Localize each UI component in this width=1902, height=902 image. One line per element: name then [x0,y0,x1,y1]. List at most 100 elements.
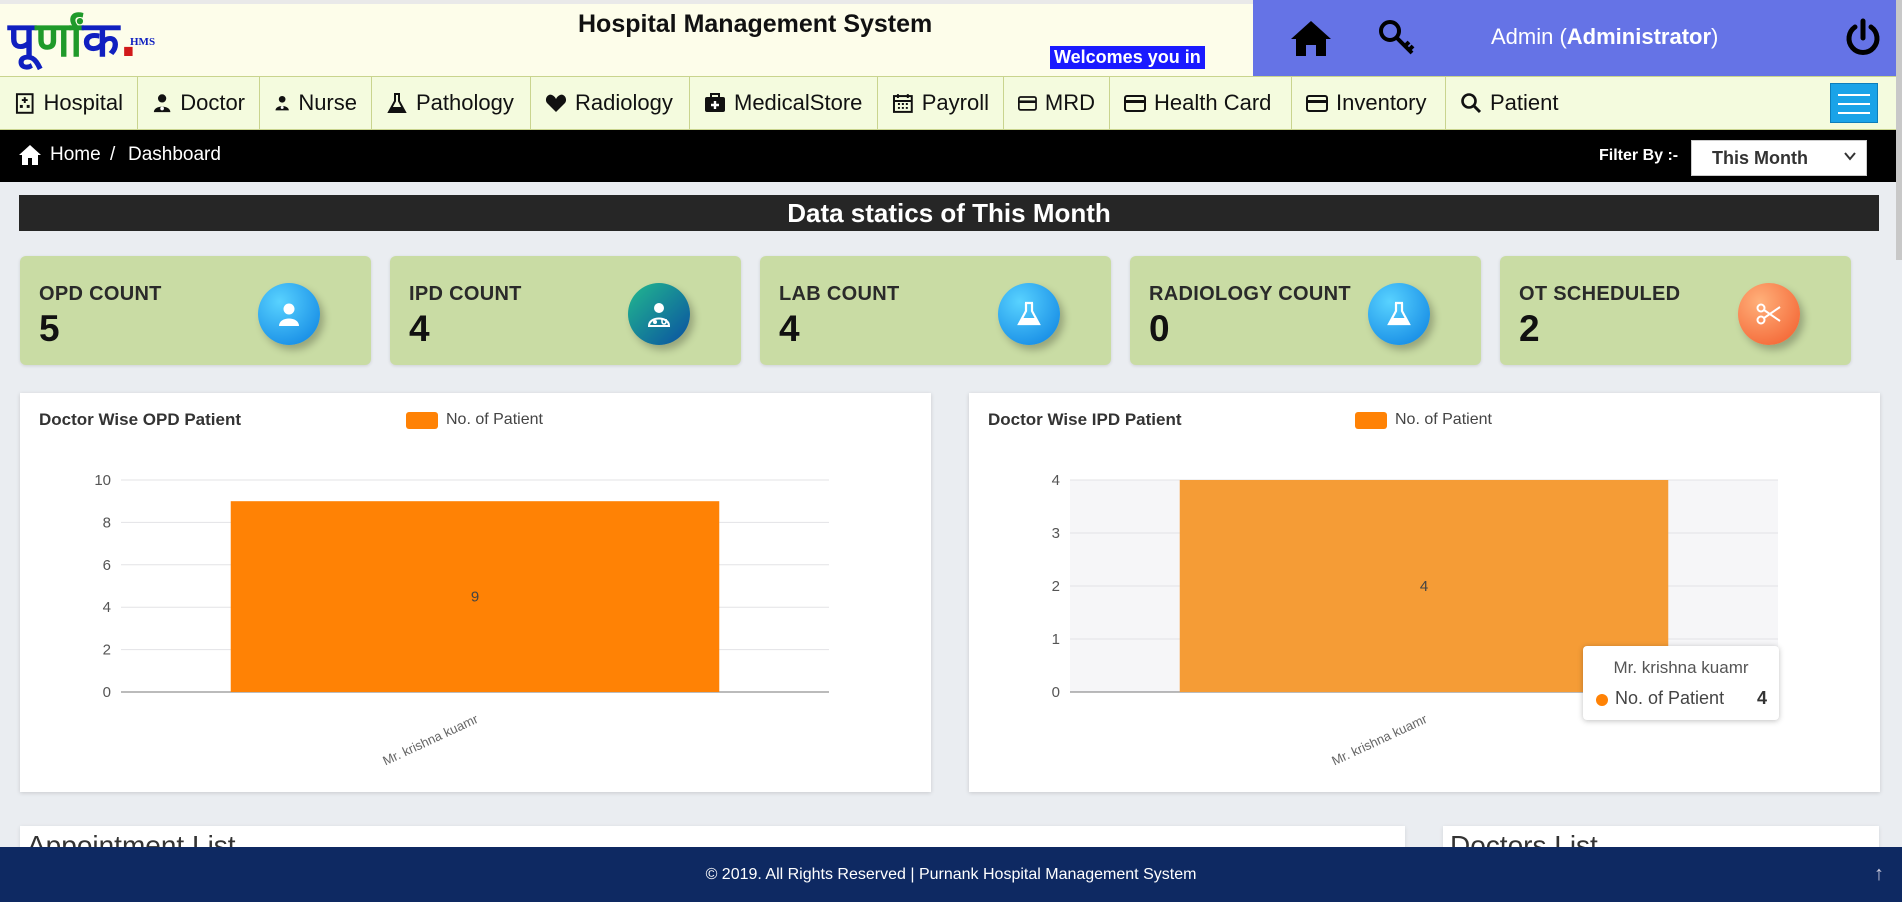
y-tick-label: 2 [1052,578,1060,595]
nav-payroll[interactable]: Payroll [878,77,1004,129]
nav-medicalstore[interactable]: MedicalStore [690,77,878,129]
y-tick-label: 0 [103,684,111,701]
nav-doctor[interactable]: Doctor [138,77,260,129]
welcome-banner: Welcomes you in [1050,46,1205,69]
stat-card-ot[interactable]: OT SCHEDULED 2 [1500,256,1851,365]
nav-radiology[interactable]: Radiology [531,77,690,129]
stat-value: 5 [39,308,60,349]
nav-label: Doctor [180,90,245,115]
logo[interactable]: पूर्णांक. HMS [8,12,156,68]
scissors-icon [1738,283,1800,345]
user-info[interactable]: Admin (Administrator) [1491,24,1718,50]
footer-text: © 2019. All Rights Reserved | Purnank Ho… [705,866,1197,883]
chart-tooltip: Mr. krishna kuamr No. of Patient 4 [1583,646,1779,720]
nav-label: Patient [1490,90,1559,115]
nav-label: MedicalStore [734,90,863,115]
y-tick-label: 4 [103,599,111,616]
flask-icon [998,283,1060,345]
medkit-icon [705,93,725,112]
power-icon[interactable] [1843,18,1883,58]
y-tick-label: 10 [94,472,111,489]
y-tick-label: 1 [1052,631,1060,648]
app-title: Hospital Management System [578,10,933,38]
nav-hospital[interactable]: Hospital [0,77,138,129]
breadcrumb: Home / Dashboard Filter By :- This Month [0,130,1902,182]
opd-chart-panel: Doctor Wise OPD Patient No. of Patient 0… [20,393,931,792]
header-user-bar: Admin (Administrator) [1253,0,1902,77]
nav-pathology[interactable]: Pathology [372,77,531,129]
stat-label: OPD COUNT [39,283,162,305]
hospital-icon [15,93,34,114]
user-icon [258,283,320,345]
nav-label: Payroll [921,90,989,115]
tooltip-value: 4 [1756,688,1767,708]
search-icon [1461,93,1482,114]
y-tick-label: 2 [103,642,111,659]
filter-label: Filter By :- [1599,147,1679,164]
data-label: 9 [471,589,479,606]
scrollbar[interactable] [1896,0,1902,260]
breadcrumb-separator: / [110,144,116,165]
nav-nurse[interactable]: Nurse [260,77,372,129]
chevron-down-icon [1844,152,1856,161]
flask-icon [1368,283,1430,345]
stat-value: 0 [1149,308,1170,349]
nav-label: Inventory [1336,90,1427,115]
stat-value: 4 [779,308,800,349]
stat-label: RADIOLOGY COUNT [1149,283,1351,305]
stat-label: OT SCHEDULED [1519,283,1681,305]
stat-value: 4 [409,308,430,349]
nurse-icon [275,95,289,111]
stat-card-ipd[interactable]: IPD COUNT 4 [390,256,741,365]
heart-icon [545,94,567,112]
ipd-bar-chart: 0 1 2 3 4 4 Mr. krishna kuamr [1052,472,1778,769]
stat-label: LAB COUNT [779,283,900,305]
legend-swatch [406,411,438,429]
y-tick-label: 8 [103,514,111,531]
footer: © 2019. All Rights Reserved | Purnank Ho… [0,847,1902,902]
y-tick-label: 6 [103,557,111,574]
opd-bar-chart: 0 2 4 6 8 10 9 Mr. krishna kuamr [94,472,829,769]
legend-swatch [1355,411,1387,429]
stat-card-opd[interactable]: OPD COUNT 5 [20,256,371,365]
home-icon[interactable] [1289,18,1333,58]
filter-select[interactable]: This Month [1691,140,1867,176]
legend-label: No. of Patient [446,411,543,428]
tooltip-marker [1596,694,1608,706]
filter-value: This Month [1712,148,1808,168]
ipd-chart-panel: Doctor Wise IPD Patient No. of Patient 0… [969,393,1880,792]
nav-inventory[interactable]: Inventory [1292,77,1446,129]
nav-mrd[interactable]: MRD [1004,77,1110,129]
stat-label: IPD COUNT [409,283,522,305]
chart-legend[interactable]: No. of Patient [1355,411,1492,429]
stat-card-radiology[interactable]: RADIOLOGY COUNT 0 [1130,256,1481,365]
nav-label: Health Card [1154,90,1272,115]
y-tick-label: 4 [1052,472,1060,489]
breadcrumb-home[interactable]: Home [50,144,101,165]
calendar-icon [892,94,913,113]
stats-title: Data statics of This Month [19,195,1879,231]
key-icon[interactable] [1377,18,1417,58]
doctor-icon [153,94,171,113]
chart-legend[interactable]: No. of Patient [406,411,543,429]
y-tick-label: 0 [1052,684,1060,701]
nav-patient[interactable]: Patient [1446,77,1576,129]
breadcrumb-current: Dashboard [128,144,221,165]
nav-label: Hospital [43,90,123,115]
data-label: 4 [1420,578,1428,595]
card-icon [1306,95,1328,112]
x-tick-label: Mr. krishna kuamr [1329,711,1430,769]
nav-label: Nurse [298,90,357,115]
chart-title: Doctor Wise OPD Patient [39,410,241,429]
user-name: Admin ( [1491,24,1567,49]
nav-label: Radiology [575,90,673,115]
scroll-top-button[interactable]: ↑ [1874,863,1884,885]
flask-icon [387,93,407,113]
x-tick-label: Mr. krishna kuamr [380,711,481,769]
menu-toggle-button[interactable] [1830,83,1878,123]
home-icon[interactable] [18,144,42,166]
stat-value: 2 [1519,308,1540,349]
nav-health-card[interactable]: Health Card [1110,77,1292,129]
nav-label: MRD [1044,90,1095,115]
stat-card-lab[interactable]: LAB COUNT 4 [760,256,1111,365]
